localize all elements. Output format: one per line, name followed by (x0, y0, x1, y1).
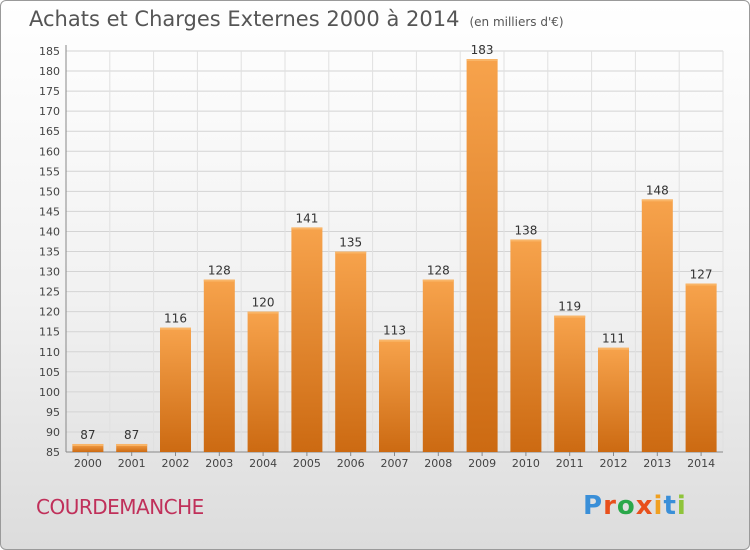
data-label-2012: 111 (602, 332, 625, 346)
data-label-2008: 128 (427, 264, 450, 278)
bar-2005 (291, 227, 323, 452)
bar-top-highlight (641, 199, 673, 202)
x-tick-label-2010: 2010 (512, 457, 540, 470)
bar-2004 (247, 311, 279, 452)
data-label-2010: 138 (514, 223, 537, 237)
y-tick-label: 175 (39, 85, 60, 98)
logo-letter: o (616, 491, 636, 521)
data-label-2002: 116 (164, 312, 187, 326)
bar-2010 (510, 239, 542, 452)
bar-top-highlight (466, 59, 498, 62)
y-tick-label: 145 (39, 205, 60, 218)
x-tick-label-2006: 2006 (337, 457, 365, 470)
x-tick-label-2000: 2000 (74, 457, 102, 470)
bar-2014 (685, 283, 717, 452)
y-tick-label: 140 (39, 225, 60, 238)
bar-top-highlight (510, 239, 542, 242)
y-tick-label: 100 (39, 386, 60, 399)
y-tick-label: 160 (39, 145, 60, 158)
bar-top-highlight (116, 443, 148, 446)
bar-2009 (466, 59, 498, 453)
y-tick-label: 115 (39, 326, 60, 339)
bar-top-highlight (291, 227, 323, 230)
x-tick-label-2004: 2004 (249, 457, 277, 470)
bar-2008 (422, 279, 454, 452)
x-tick-label-2005: 2005 (293, 457, 321, 470)
bar-top-highlight (203, 279, 235, 282)
data-label-2005: 141 (295, 211, 318, 225)
data-labels: 87 87 116 128 120 141 135 113 128 183 138 119 111 148… (80, 43, 712, 442)
data-label-2007: 113 (383, 324, 406, 338)
data-label-2000: 87 (80, 428, 95, 442)
data-label-2011: 119 (558, 300, 581, 314)
x-tick-label-2002: 2002 (162, 457, 190, 470)
chart-title: Achats et Charges Externes 2000 à 2014 (e… (29, 7, 564, 31)
data-label-2013: 148 (646, 183, 669, 197)
x-tick-label-2003: 2003 (205, 457, 233, 470)
bar-2013 (641, 199, 673, 452)
bar-2003 (203, 279, 235, 452)
logo-letter: x (635, 491, 654, 521)
bar-top-highlight (247, 311, 279, 314)
data-label-2003: 128 (208, 264, 231, 278)
bar-top-highlight (160, 327, 191, 330)
bar-2007 (379, 339, 410, 452)
bar-top-highlight (598, 347, 629, 350)
y-tick-label: 185 (39, 45, 60, 58)
y-tick-label: 165 (39, 125, 60, 138)
x-tick-label-2009: 2009 (468, 457, 496, 470)
data-label-2001: 87 (124, 428, 139, 442)
bar-top-highlight (72, 443, 104, 446)
y-tick-label: 150 (39, 185, 60, 198)
logo-letter: i (676, 491, 687, 521)
logo-letter: r (603, 491, 617, 521)
bar-2001 (116, 443, 148, 452)
bar-top-highlight (335, 251, 367, 254)
y-tick-label: 135 (39, 246, 60, 259)
logo-letter: t (663, 491, 677, 521)
bar-2006 (335, 251, 367, 452)
bar-top-highlight (554, 315, 586, 318)
data-label-2014: 127 (690, 268, 713, 282)
bar-top-highlight (379, 339, 410, 342)
x-tick-label-2012: 2012 (600, 457, 628, 470)
data-label-2006: 135 (339, 236, 362, 250)
y-tick-label: 120 (39, 306, 60, 319)
proxiti-logo: Proxiti (583, 491, 687, 521)
logo-letter: i (653, 491, 664, 521)
logo-letter: P (583, 491, 604, 521)
chart-title-text: Achats et Charges Externes 2000 à 2014 (29, 7, 460, 31)
bar-top-highlight (685, 283, 717, 286)
commune-name: COURDEMANCHE (36, 495, 204, 519)
x-tick-label-2001: 2001 (118, 457, 146, 470)
y-tick-label: 95 (46, 406, 60, 419)
x-tick-label-2011: 2011 (556, 457, 584, 470)
chart-unit: (en milliers d'€) (469, 15, 564, 29)
y-tick-label: 180 (39, 65, 60, 78)
y-tick-label: 130 (39, 266, 60, 279)
x-tick-label-2007: 2007 (381, 457, 409, 470)
y-tick-label: 105 (39, 366, 60, 379)
data-label-2009: 183 (471, 43, 494, 57)
x-tick-label-2013: 2013 (643, 457, 671, 470)
y-tick-label: 85 (46, 446, 60, 459)
y-tick-label: 155 (39, 165, 60, 178)
y-tick-label: 170 (39, 105, 60, 118)
y-tick-label: 125 (39, 286, 60, 299)
y-tick-label: 110 (39, 346, 60, 359)
bar-2012 (598, 347, 629, 452)
data-label-2004: 120 (252, 296, 275, 310)
bars (72, 59, 717, 453)
bar-2002 (160, 327, 191, 452)
bar-top-highlight (422, 279, 454, 282)
bar-2011 (554, 315, 586, 452)
bar-2000 (72, 443, 104, 452)
x-tick-label-2014: 2014 (687, 457, 715, 470)
y-tick-label: 90 (46, 426, 60, 439)
x-tick-label-2008: 2008 (424, 457, 452, 470)
